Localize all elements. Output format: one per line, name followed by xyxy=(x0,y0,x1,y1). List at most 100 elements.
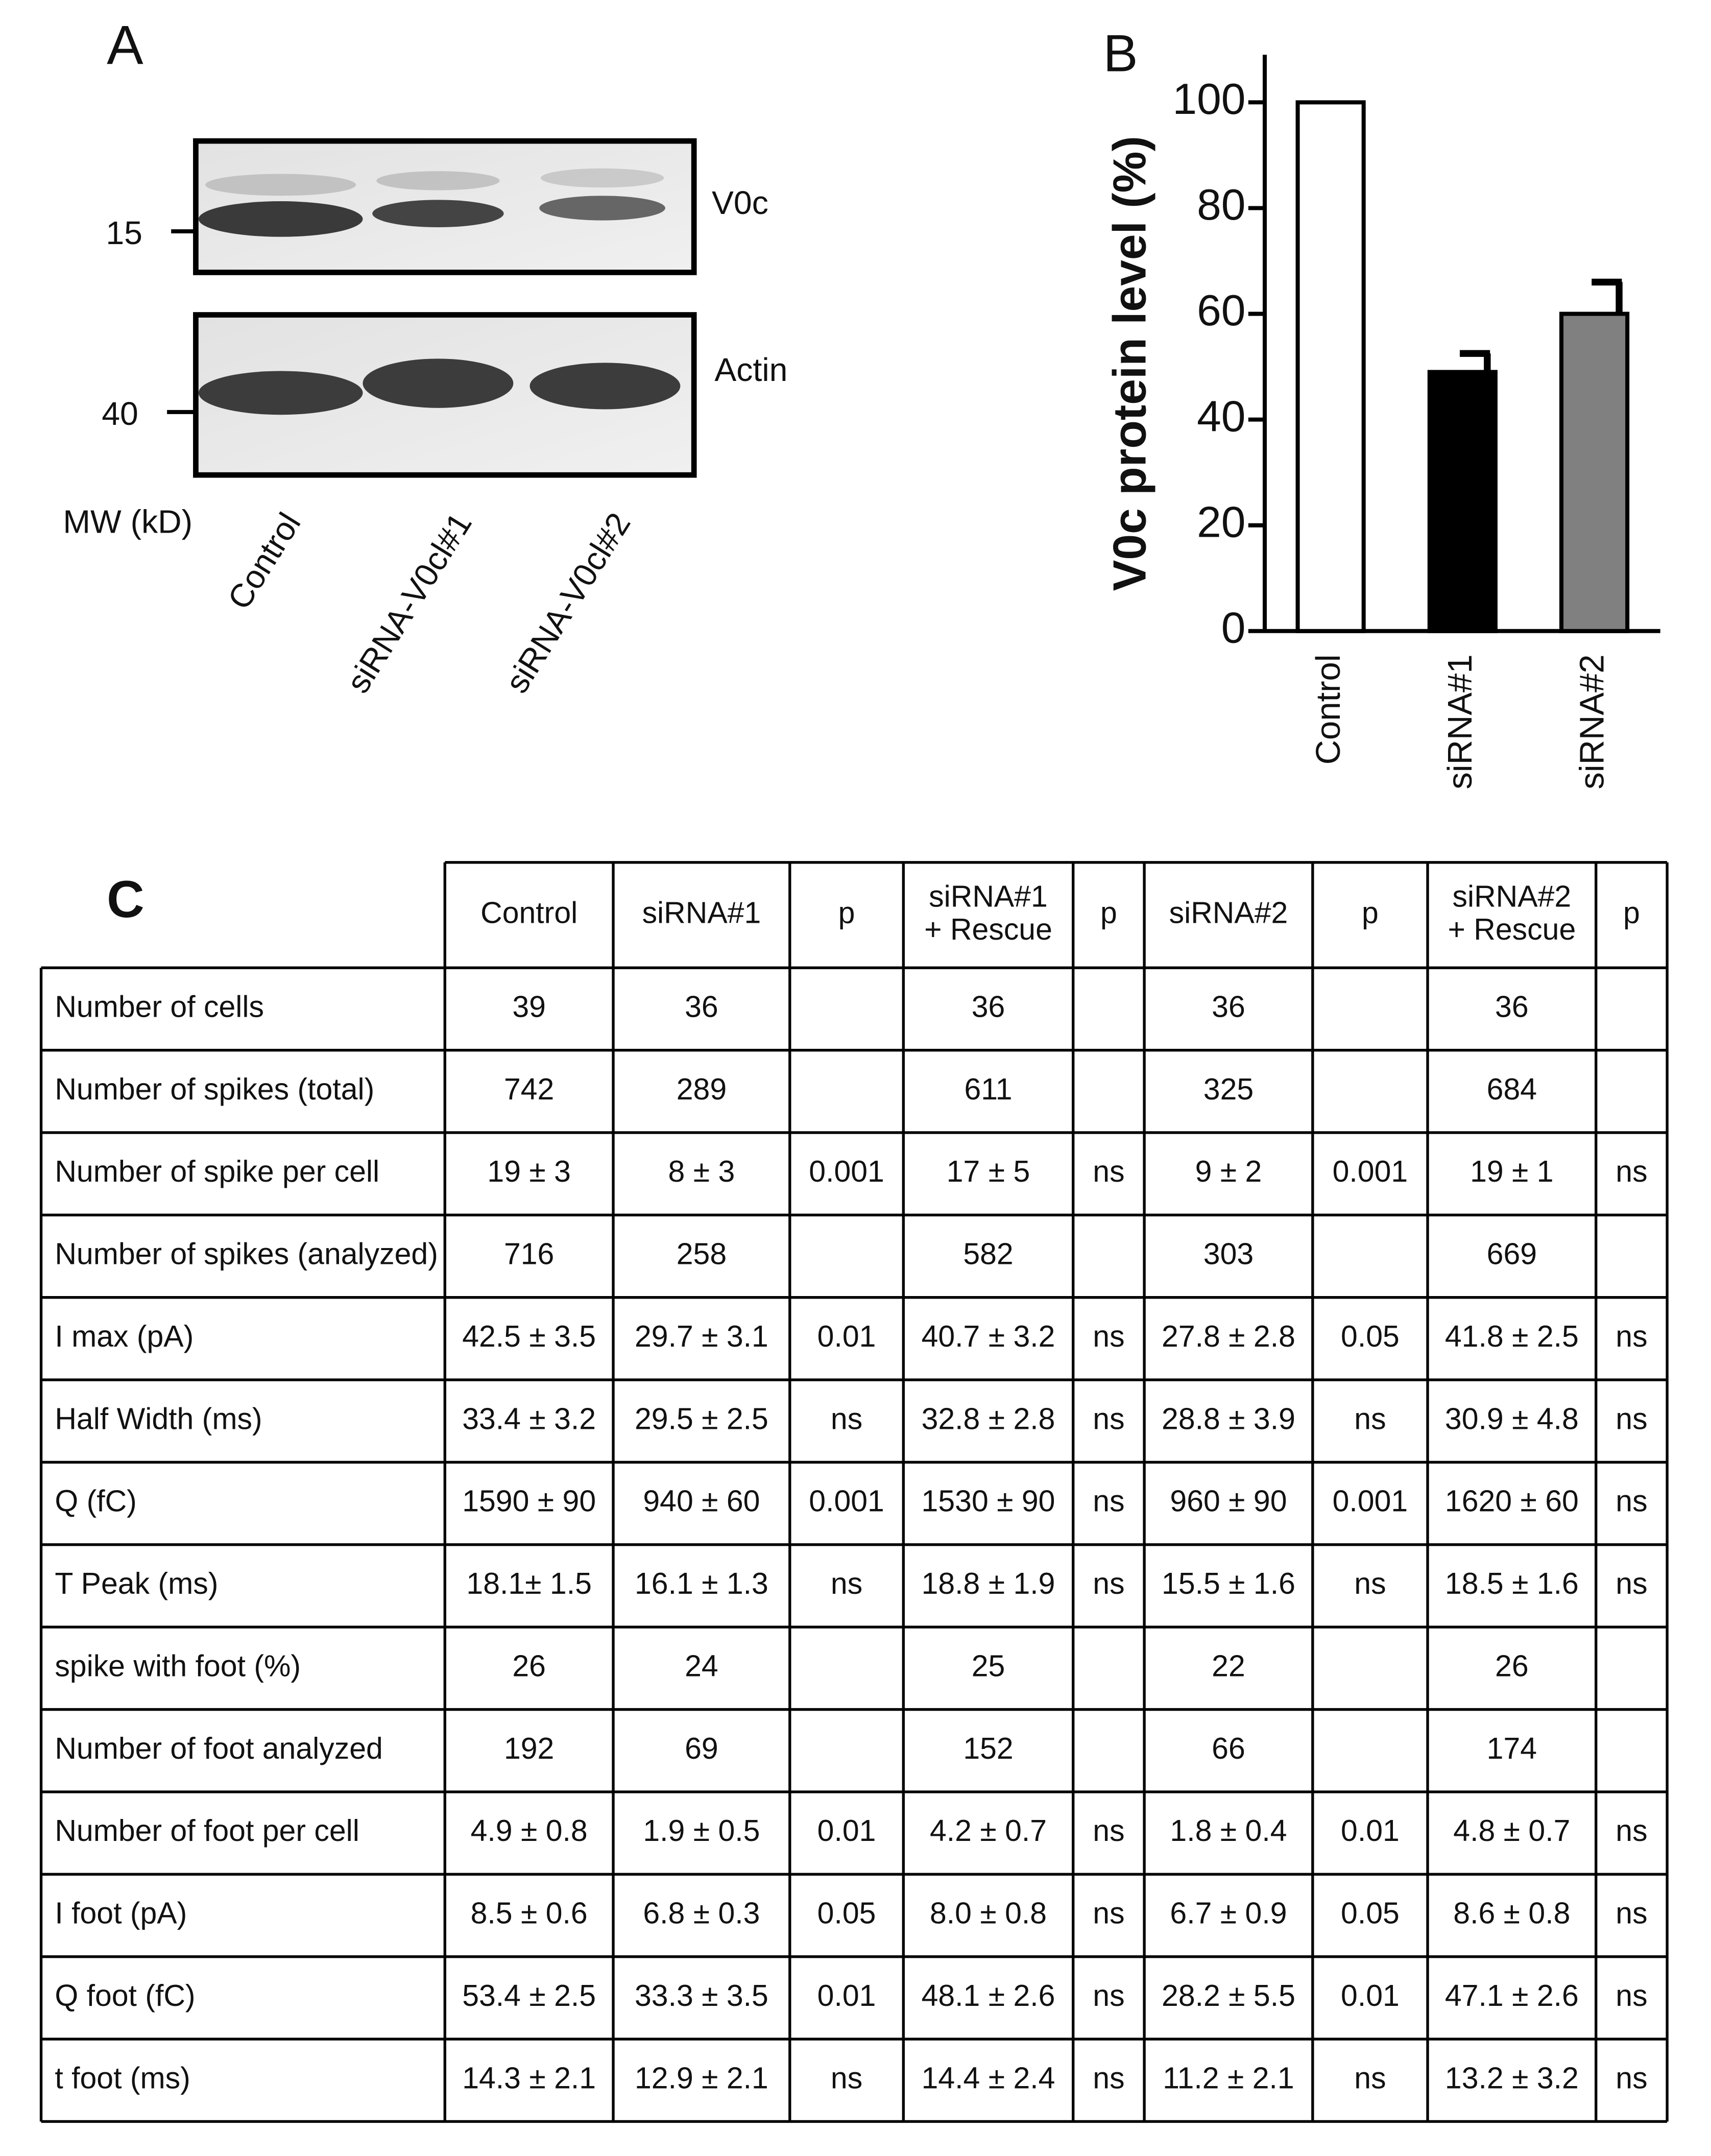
band-label: V0c xyxy=(712,184,768,221)
table-cell: 11.2 ± 2.1 xyxy=(1163,2062,1294,2095)
table-cell: 13.2 ± 3.2 xyxy=(1445,2062,1579,2095)
table-cell: ns xyxy=(1093,1320,1124,1353)
column-header: siRNA#2 xyxy=(1453,880,1572,913)
table-cell: 4.2 ± 0.7 xyxy=(930,1814,1047,1848)
table-cell: 940 ± 60 xyxy=(643,1485,760,1518)
y-tick-label: 60 xyxy=(1197,286,1245,335)
table-cell: 36 xyxy=(1495,990,1529,1023)
row-label: Number of spike per cell xyxy=(55,1155,379,1188)
table-cell: 8.0 ± 0.8 xyxy=(930,1897,1047,1930)
table-cell: 325 xyxy=(1203,1073,1254,1106)
table-cell: 47.1 ± 2.6 xyxy=(1445,1979,1579,2013)
column-header: siRNA#1 xyxy=(929,880,1048,913)
table-cell: 42.5 ± 3.5 xyxy=(462,1320,596,1353)
table-cell: 36 xyxy=(685,990,718,1023)
table-cell: 19 ± 1 xyxy=(1470,1155,1554,1188)
panel-label: B xyxy=(1103,24,1138,82)
panel-label: A xyxy=(107,14,143,76)
table-cell: 29.5 ± 2.5 xyxy=(635,1402,768,1435)
table-cell: 8 ± 3 xyxy=(668,1155,735,1188)
table-cell: ns xyxy=(831,1402,862,1435)
x-tick-label: siRNA#2 xyxy=(1573,654,1611,789)
table-cell: 174 xyxy=(1487,1732,1537,1765)
x-tick-label: siRNA#1 xyxy=(1441,654,1479,789)
row-label: t foot (ms) xyxy=(55,2062,190,2095)
table-cell: 582 xyxy=(963,1238,1013,1271)
table-cell: ns xyxy=(1354,1402,1386,1435)
table-cell: 26 xyxy=(1495,1649,1529,1683)
table-cell: 30.9 ± 4.8 xyxy=(1445,1402,1579,1435)
table-cell: 0.01 xyxy=(1341,1979,1400,2013)
table-cell: ns xyxy=(1093,1897,1124,1930)
table-cell: 1.9 ± 0.5 xyxy=(643,1814,760,1848)
row-label: Number of foot analyzed xyxy=(55,1732,382,1765)
y-tick-label: 40 xyxy=(1197,392,1245,441)
table-cell: 25 xyxy=(972,1649,1005,1683)
y-tick-label: 80 xyxy=(1197,180,1245,229)
table-cell: 18.1± 1.5 xyxy=(466,1567,592,1600)
table-cell: 192 xyxy=(504,1732,554,1765)
table-cell: ns xyxy=(1616,1485,1647,1518)
table-cell: 960 ± 90 xyxy=(1170,1485,1287,1518)
bar-chart: 0 20 40 60 80 100 V0c protein level (%) Control… xyxy=(1104,55,1660,789)
table-cell: 14.4 ± 2.4 xyxy=(922,2062,1055,2095)
table-cell: 0.001 xyxy=(1333,1155,1408,1188)
table-cell: 16.1 ± 1.3 xyxy=(635,1567,768,1600)
y-tick-label: 100 xyxy=(1172,75,1245,124)
column-header: Control xyxy=(480,897,577,930)
table-cell: 669 xyxy=(1487,1238,1537,1271)
table-cell: 28.2 ± 5.5 xyxy=(1162,1979,1295,2013)
table-cell: 29.7 ± 3.1 xyxy=(635,1320,768,1353)
table-cell: ns xyxy=(1093,1567,1124,1600)
table-cell: 289 xyxy=(677,1073,727,1106)
table-cell: 0.05 xyxy=(1341,1897,1400,1930)
row-label: Q foot (fC) xyxy=(55,1979,195,2013)
table-cell: 0.01 xyxy=(1341,1814,1400,1848)
table-cell: 1590 ± 90 xyxy=(462,1485,596,1518)
row-label: T Peak (ms) xyxy=(55,1567,218,1600)
table-cell: 611 xyxy=(965,1073,1013,1106)
table-cell: ns xyxy=(831,2062,862,2095)
y-tick-label: 20 xyxy=(1197,497,1245,546)
row-label: spike with foot (%) xyxy=(55,1649,301,1683)
row-label: I foot (pA) xyxy=(55,1897,187,1930)
table-cell: 1620 ± 60 xyxy=(1445,1485,1579,1518)
table-cell: ns xyxy=(1616,1897,1647,1930)
table-cell: 8.5 ± 0.6 xyxy=(471,1897,588,1930)
column-header: p xyxy=(1362,897,1379,930)
table-cell: 8.6 ± 0.8 xyxy=(1453,1897,1570,1930)
blot xyxy=(167,138,697,478)
table-cell: 6.7 ± 0.9 xyxy=(1170,1897,1287,1930)
table-cell: 69 xyxy=(685,1732,718,1765)
row-label: Half Width (ms) xyxy=(55,1402,262,1435)
table-cell: ns xyxy=(1616,2062,1647,2095)
table-cell: 32.8 ± 2.8 xyxy=(922,1402,1055,1435)
lane-label: Control xyxy=(221,507,308,616)
column-header: siRNA#2 xyxy=(1169,897,1288,930)
row-label: I max (pA) xyxy=(55,1320,194,1353)
table-cell: 18.5 ± 1.6 xyxy=(1445,1567,1579,1600)
table-cell: 0.01 xyxy=(817,1320,876,1353)
table-cell: 33.4 ± 3.2 xyxy=(462,1402,596,1435)
mw-marker: 15 xyxy=(106,214,142,251)
table-cell: 15.5 ± 1.6 xyxy=(1162,1567,1295,1600)
table-cell: 26 xyxy=(512,1649,546,1683)
table-cell: ns xyxy=(1616,1402,1647,1435)
column-header: siRNA#1 xyxy=(642,897,761,930)
bar xyxy=(1559,312,1630,633)
column-header: + Rescue xyxy=(924,913,1052,946)
table-cell: 39 xyxy=(512,990,546,1023)
table-cell: 22 xyxy=(1212,1649,1245,1683)
table-cell: 33.3 ± 3.5 xyxy=(635,1979,768,2013)
column-header: p xyxy=(1100,897,1117,930)
panel-label: C xyxy=(107,870,144,928)
table-cell: ns xyxy=(1616,1155,1647,1188)
table-cell: 9 ± 2 xyxy=(1195,1155,1262,1188)
table-cell: 36 xyxy=(1212,990,1245,1023)
table-cell: 28.8 ± 3.9 xyxy=(1162,1402,1295,1435)
table-cell: 303 xyxy=(1203,1238,1254,1271)
table-cell: ns xyxy=(831,1567,862,1600)
table-cell: ns xyxy=(1093,1402,1124,1435)
lane-label: siRNA-V0cl#2 xyxy=(498,507,638,700)
table-cell: ns xyxy=(1616,1814,1647,1848)
